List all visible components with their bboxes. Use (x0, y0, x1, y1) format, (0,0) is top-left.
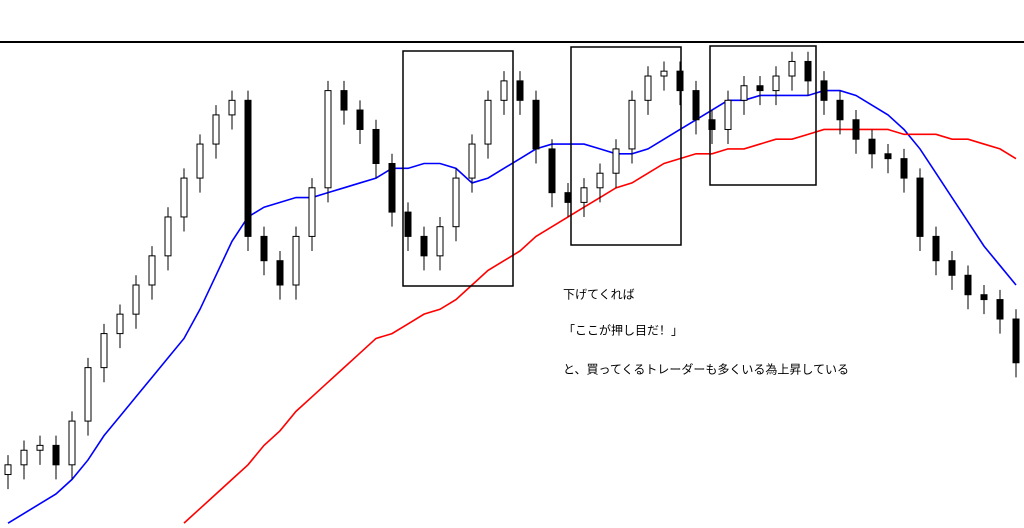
candle-body (676, 70, 684, 92)
candle-body (132, 284, 140, 315)
candle-body (420, 235, 428, 257)
candle-body (308, 187, 316, 237)
candle-body (228, 99, 236, 116)
candle-body (820, 80, 828, 101)
highlight-box (402, 50, 514, 287)
candle-body (388, 163, 396, 213)
annotation: と、買ってくるトレーダーも多くいる為上昇している (563, 362, 849, 377)
candle-body (932, 235, 940, 262)
moving-average (7, 89, 1017, 524)
candle-body (852, 119, 860, 140)
candle-body (52, 444, 60, 466)
candle-body (900, 158, 908, 179)
candle-body (20, 449, 28, 466)
candle-body (916, 177, 924, 237)
candle-body (548, 148, 556, 194)
candle-body (484, 99, 492, 145)
candle-body (260, 235, 268, 262)
candle-body (612, 148, 620, 174)
candle-body (180, 177, 188, 218)
candle-body (36, 444, 44, 451)
candle-body (164, 216, 172, 257)
annotation: 「ここが押し目だ！」 (563, 323, 683, 338)
candle-body (532, 99, 540, 150)
candle-body (580, 187, 588, 203)
plot (4, 51, 1020, 524)
candle-body (212, 114, 220, 145)
candle-body (244, 99, 252, 237)
candle-body (884, 153, 892, 160)
candle-body (4, 464, 12, 476)
candle-body (404, 211, 412, 237)
candle-body (868, 138, 876, 155)
candle-body (756, 85, 764, 92)
candle-body (836, 99, 844, 121)
candle-body (372, 128, 380, 164)
candle-body (196, 143, 204, 179)
highlight-box (570, 46, 682, 246)
candle-body (340, 90, 348, 111)
annotation: 下げてくれば (563, 288, 635, 302)
candle-body (148, 255, 156, 286)
candle-body (772, 75, 780, 92)
candle-body (708, 119, 716, 130)
candle-body (644, 75, 652, 101)
candle-body (724, 99, 732, 130)
candle-body (692, 90, 700, 121)
candle-body (100, 333, 108, 369)
candle-body (996, 299, 1004, 320)
candle-body (516, 80, 524, 101)
candle-body (500, 80, 508, 101)
candle-body (1012, 318, 1020, 364)
candle-body (468, 143, 476, 179)
candle-body (292, 235, 300, 286)
candle-body (356, 109, 364, 130)
candle-body (660, 70, 668, 77)
highlight-box (709, 45, 817, 186)
candle-body (948, 260, 956, 276)
candle-body (436, 226, 444, 257)
candle-body (596, 172, 604, 189)
candle-body (564, 192, 572, 203)
candle-body (84, 367, 92, 422)
candle-body (740, 85, 748, 101)
candle-body (788, 60, 796, 77)
candle-body (324, 90, 332, 189)
candle-body (964, 274, 972, 296)
candle-body (116, 313, 124, 335)
candle-body (452, 177, 460, 228)
candle-body (276, 260, 284, 286)
candle-body (980, 294, 988, 301)
candle-body (804, 60, 812, 82)
candle-body (628, 99, 636, 150)
candle-body (68, 420, 76, 466)
